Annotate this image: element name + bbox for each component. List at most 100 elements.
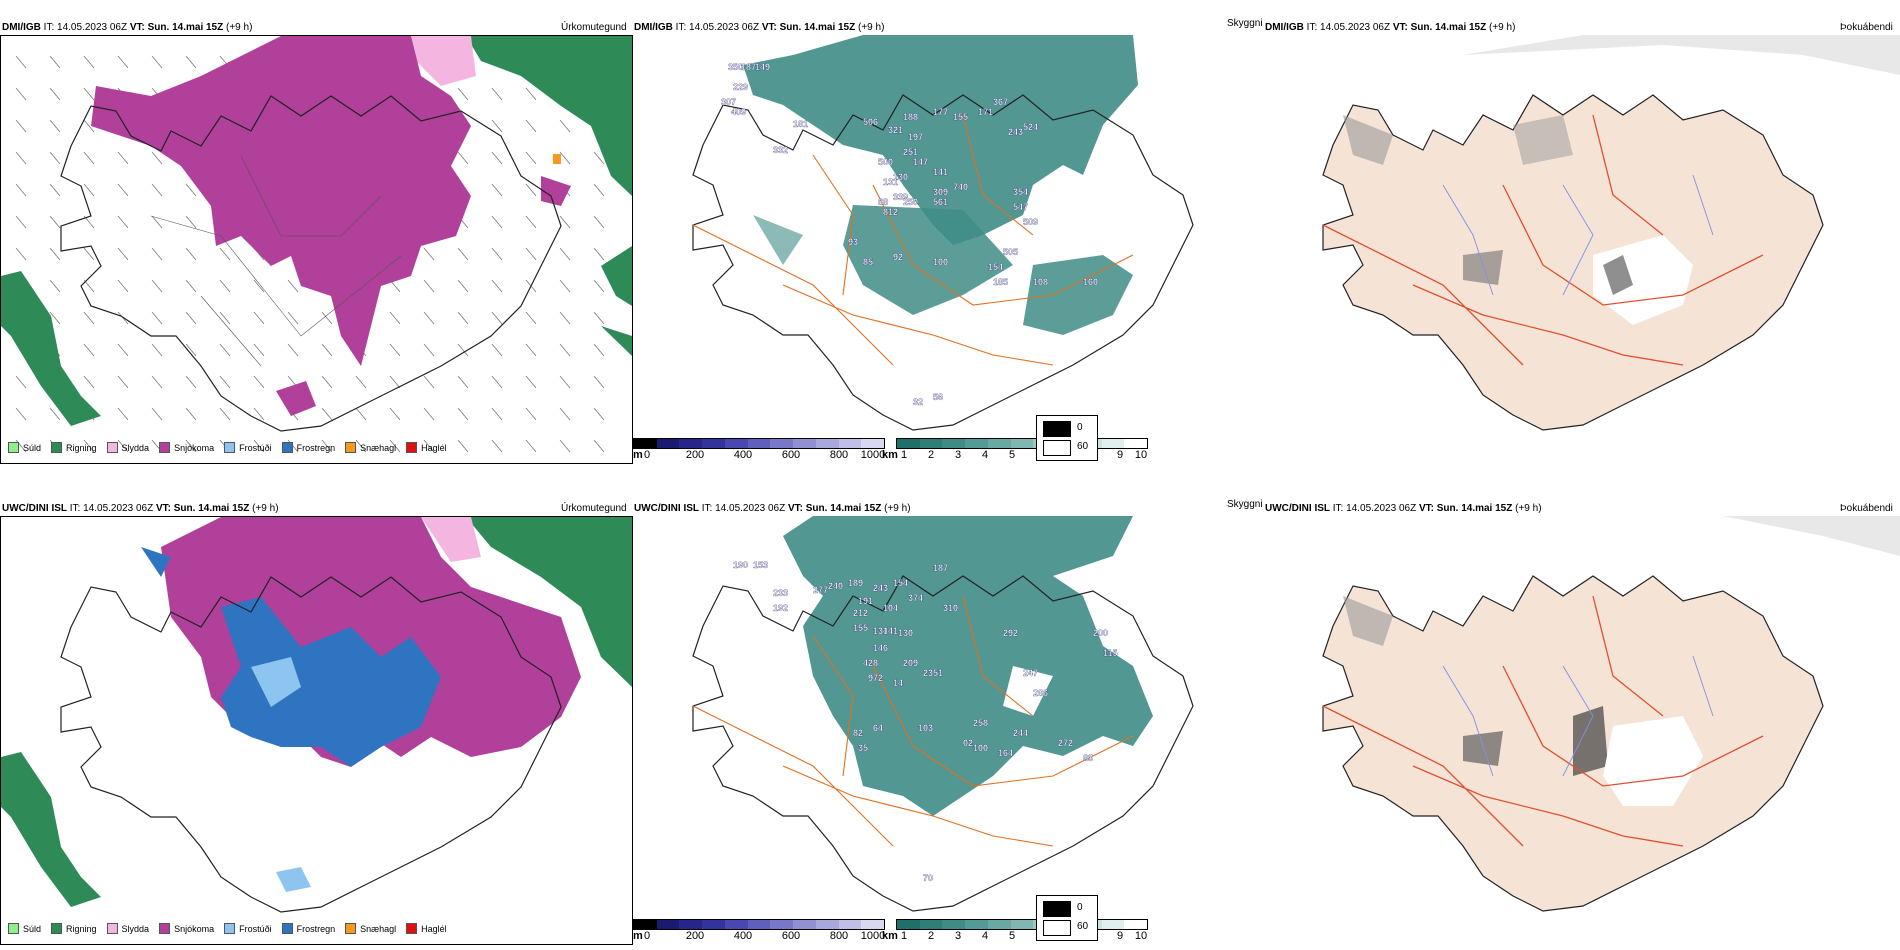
peak-label: 500: [878, 157, 893, 167]
wind-barb: [491, 343, 503, 357]
wind-barb: [593, 375, 605, 389]
legend-item: Rigning: [51, 442, 97, 453]
peak-label: 134: [873, 626, 888, 636]
wind-barb: [457, 343, 469, 357]
height-ticks: 0 200 400 600 800 1000: [643, 449, 886, 461]
wind-barb: [593, 183, 605, 197]
wind-barb: [355, 375, 367, 389]
peak-label: 130: [898, 628, 913, 638]
wind-barb: [15, 151, 27, 165]
wind-barb: [15, 87, 27, 101]
wind-barb: [15, 183, 27, 197]
wind-barb: [49, 407, 61, 421]
peak-label: 70: [923, 873, 933, 883]
wind-barb: [83, 343, 95, 357]
peak-label: 200: [1093, 628, 1108, 638]
panel-header: DMI/IGB IT: 14.05.2023 06Z VT: Sun. 14.m…: [634, 22, 885, 33]
fog-map: [1263, 35, 1900, 435]
legend-item: Haglél: [406, 923, 447, 934]
rain-area-ne: [466, 517, 632, 687]
wind-barb: [389, 311, 401, 325]
wind-barb: [593, 311, 605, 325]
wind-barb: [151, 407, 163, 421]
legend-item: Rigning: [51, 923, 97, 934]
cloud-panel-row1: DMI/IGB IT: 14.05.2023 06Z VT: Sun. 14.m…: [633, 12, 1263, 464]
wind-barb: [559, 151, 571, 165]
wind-barb: [525, 215, 537, 229]
wind-barb: [219, 311, 231, 325]
legend-item: Súld: [8, 923, 41, 934]
wind-barb: [287, 311, 299, 325]
peak-label: 350: [728, 62, 743, 72]
panel-header: DMI/IGB IT: 14.05.2023 06Z VT: Sun. 14.m…: [2, 22, 253, 33]
snow-patch-s: [276, 381, 316, 416]
wind-barb: [287, 343, 299, 357]
wind-barb: [559, 247, 571, 261]
cloud-panel-row2: UWC/DINI ISL IT: 14.05.2023 06Z VT: Sun.…: [633, 493, 1263, 945]
wind-barb: [15, 55, 27, 69]
wind-barb: [185, 279, 197, 293]
wind-barb: [117, 439, 129, 453]
peak-label: 155: [853, 623, 868, 633]
peak-label: 332: [773, 145, 788, 155]
wind-barb: [83, 87, 95, 101]
wind-barb: [49, 279, 61, 293]
wind-barb: [49, 55, 61, 69]
height-colorbar: [633, 438, 885, 449]
peak-label: 187: [933, 563, 948, 573]
peak-label: 154: [988, 262, 1003, 272]
wind-barb: [49, 119, 61, 133]
peak-label: 307: [721, 97, 736, 107]
wind-barb: [389, 343, 401, 357]
visibility-unit: km: [882, 449, 898, 461]
wind-barb: [253, 375, 265, 389]
peak-label: 88: [878, 197, 888, 207]
peak-label: 188: [903, 112, 918, 122]
fog-map-svg: [1322, 516, 1900, 912]
wind-barb: [219, 407, 231, 421]
legend-item: Slydda: [106, 442, 149, 453]
wind-barb: [219, 343, 231, 357]
peak-label: 243: [873, 583, 888, 593]
wind-barb: [321, 343, 333, 357]
wind-barb: [117, 183, 129, 197]
panel-title: Skyggni: [1227, 499, 1263, 510]
legend-item: Snjókoma: [159, 923, 214, 934]
wind-barb: [151, 151, 163, 165]
peak-label: 812: [883, 207, 898, 217]
wind-barb: [389, 375, 401, 389]
wind-barb: [15, 119, 27, 133]
wind-barb: [559, 279, 571, 293]
wind-barb: [457, 375, 469, 389]
peak-label: 310: [943, 603, 958, 613]
panel-header: UWC/DINI ISL IT: 14.05.2023 06Z VT: Sun.…: [634, 503, 911, 514]
ice-pellet-spot: [553, 154, 561, 164]
peak-label: 251: [903, 147, 918, 157]
wind-barb: [457, 279, 469, 293]
panel-title: Skyggni: [1227, 18, 1263, 29]
wind-barb: [253, 279, 265, 293]
wind-barb: [151, 55, 163, 69]
rain-area-se: [601, 246, 632, 306]
wind-barb: [49, 183, 61, 197]
legend-item: Frostúði: [224, 442, 272, 453]
wind-barb: [151, 375, 163, 389]
precip-map-svg: [1, 36, 632, 453]
peak-label: 233: [773, 588, 788, 598]
wind-barb: [491, 311, 503, 325]
peak-label: 191: [858, 596, 873, 606]
precip-type-panel-row2: UWC/DINI ISL IT: 14.05.2023 06Z VT: Sun.…: [0, 493, 633, 945]
peak-label: 250: [903, 197, 918, 207]
wind-barb: [525, 375, 537, 389]
rain-area-ne: [466, 36, 632, 196]
peak-label: 247: [1023, 668, 1038, 678]
peak-label: 141: [933, 167, 948, 177]
wind-barb: [151, 279, 163, 293]
wind-barb: [321, 375, 333, 389]
peak-label: 171: [978, 107, 993, 117]
wind-barb: [185, 55, 197, 69]
shade-legend: 0 60: [1036, 895, 1098, 941]
wind-barb: [117, 279, 129, 293]
peak-label: 292: [1003, 628, 1018, 638]
